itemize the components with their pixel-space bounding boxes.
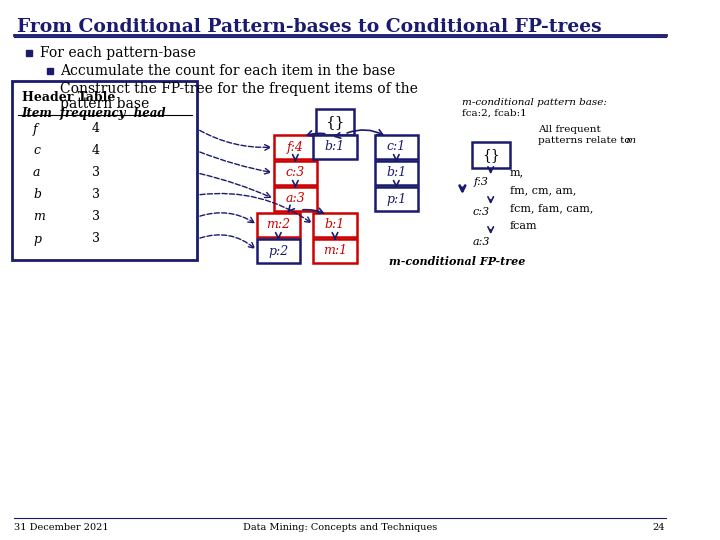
FancyBboxPatch shape [313, 213, 356, 237]
Text: b: b [33, 188, 41, 201]
FancyBboxPatch shape [256, 239, 300, 263]
Text: fcam: fcam [510, 221, 537, 231]
Text: Construct the FP-tree for the frequent items of the: Construct the FP-tree for the frequent i… [60, 82, 418, 96]
Bar [27, 50, 32, 56]
Text: Header Table: Header Table [22, 91, 115, 104]
Text: b:1: b:1 [386, 166, 407, 179]
Text: Accumulate the count for each item in the base: Accumulate the count for each item in th… [60, 64, 396, 78]
FancyBboxPatch shape [313, 239, 356, 263]
Text: fca:2, fcab:1: fca:2, fcab:1 [462, 109, 527, 118]
FancyBboxPatch shape [316, 109, 354, 135]
Text: c:3: c:3 [286, 166, 305, 179]
Text: p:1: p:1 [386, 192, 407, 206]
Text: b:1: b:1 [325, 140, 345, 153]
Text: m: m [33, 211, 45, 224]
Text: p:2: p:2 [269, 245, 289, 258]
FancyBboxPatch shape [274, 135, 317, 159]
Text: c:3: c:3 [473, 207, 490, 217]
Text: patterns relate to: patterns relate to [538, 136, 631, 145]
Text: 24: 24 [653, 523, 665, 531]
Text: {}: {} [482, 148, 500, 162]
Text: c: c [33, 145, 40, 158]
Text: 4: 4 [91, 123, 99, 136]
Text: a:3: a:3 [472, 237, 490, 247]
Text: m:1: m:1 [323, 245, 347, 258]
Text: 3: 3 [91, 166, 99, 179]
Text: m:2: m:2 [266, 219, 290, 232]
Text: Item  frequency  head: Item frequency head [22, 107, 166, 120]
Text: a:3: a:3 [286, 192, 305, 206]
FancyBboxPatch shape [274, 187, 317, 211]
Text: m-conditional FP-tree: m-conditional FP-tree [390, 256, 526, 267]
Text: f:4: f:4 [287, 140, 304, 153]
Text: 31 December 2021: 31 December 2021 [14, 523, 109, 531]
Text: 3: 3 [91, 211, 99, 224]
FancyBboxPatch shape [472, 142, 510, 168]
Text: For each pattern-base: For each pattern-base [40, 46, 196, 60]
Bar [48, 86, 53, 92]
FancyBboxPatch shape [374, 161, 418, 185]
Text: 4: 4 [91, 145, 99, 158]
Text: 3: 3 [91, 188, 99, 201]
Bar [48, 68, 53, 74]
FancyBboxPatch shape [313, 135, 356, 159]
Text: From Conditional Pattern-bases to Conditional FP-trees: From Conditional Pattern-bases to Condit… [17, 18, 602, 36]
FancyBboxPatch shape [374, 187, 418, 211]
FancyBboxPatch shape [256, 213, 300, 237]
Text: fcm, fam, cam,: fcm, fam, cam, [510, 203, 593, 213]
FancyBboxPatch shape [374, 135, 418, 159]
FancyBboxPatch shape [12, 81, 197, 260]
Text: b:1: b:1 [325, 219, 345, 232]
Text: m,: m, [510, 167, 523, 177]
Text: c:1: c:1 [387, 140, 406, 153]
Text: pattern base: pattern base [60, 97, 150, 111]
Text: Data Mining: Concepts and Techniques: Data Mining: Concepts and Techniques [243, 523, 437, 531]
Text: p: p [33, 233, 41, 246]
Text: 3: 3 [91, 233, 99, 246]
Text: f:3: f:3 [474, 177, 489, 187]
FancyBboxPatch shape [274, 161, 317, 185]
Text: m: m [623, 136, 636, 145]
Text: All frequent: All frequent [538, 125, 600, 134]
Text: f: f [33, 123, 37, 136]
Text: fm, cm, am,: fm, cm, am, [510, 185, 576, 195]
Text: a: a [33, 166, 40, 179]
Text: m-conditional pattern base:: m-conditional pattern base: [462, 98, 607, 107]
Text: {}: {} [325, 115, 345, 129]
